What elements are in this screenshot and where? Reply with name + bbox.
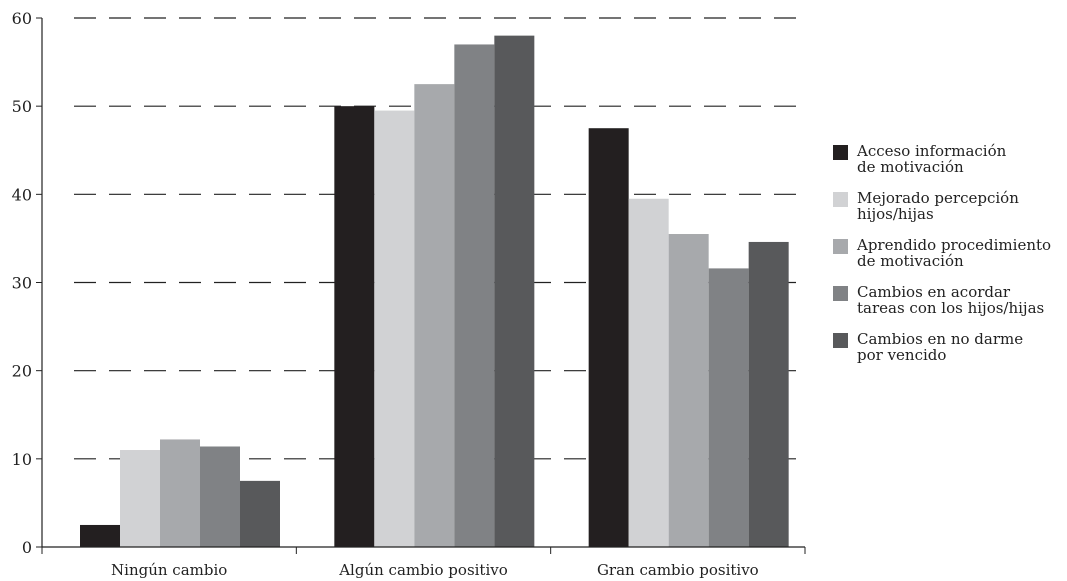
legend-label-line: de motivación — [857, 158, 964, 176]
x-category-label: Algún cambio positivo — [338, 561, 508, 579]
y-tick-label: 10 — [12, 450, 32, 469]
legend-label-line: Aprendido procedimiento — [857, 236, 1052, 254]
y-tick-label: 30 — [12, 274, 32, 293]
legend-label-line: Acceso información — [857, 142, 1007, 160]
legend-swatch — [833, 145, 848, 160]
legend-label-line: de motivación — [857, 252, 964, 270]
bar — [240, 480, 280, 547]
bar — [160, 439, 200, 547]
x-category-label: Ningún cambio — [111, 561, 227, 579]
x-category-label: Gran cambio positivo — [597, 561, 759, 579]
legend-item: Cambios en acordar tareas con los hijos/h… — [833, 284, 1065, 316]
legend-label-line: Cambios en no darme — [857, 330, 1024, 348]
legend: Acceso información de motivación Mejorado … — [833, 143, 1065, 378]
bar — [668, 234, 709, 547]
bar — [748, 241, 789, 547]
legend-label-line: Mejorado percepción — [857, 189, 1019, 207]
bar — [628, 198, 669, 547]
bar — [334, 106, 375, 548]
y-tick-label: 60 — [12, 9, 32, 28]
bar — [588, 128, 629, 548]
legend-label-line: hijos/hijas — [857, 205, 934, 223]
legend-label: Cambios en acordar tareas con los hijos/h… — [857, 284, 1044, 316]
y-axis-ticks: 0 10 20 30 40 50 60 — [12, 9, 42, 557]
legend-swatch — [833, 239, 848, 254]
y-tick-label: 20 — [12, 362, 32, 381]
y-tick-label: 0 — [22, 538, 32, 557]
bar — [494, 35, 535, 548]
y-tick-label: 50 — [12, 97, 32, 116]
y-tick-label: 40 — [12, 185, 32, 204]
legend-label-line: tareas con los hijos/hijas — [857, 299, 1045, 317]
legend-swatch — [833, 286, 848, 301]
legend-swatch — [833, 192, 848, 207]
bar — [708, 268, 749, 547]
legend-label-line: por vencido — [857, 346, 947, 364]
legend-label: Aprendido procedimiento de motivación — [857, 237, 1051, 269]
bar — [120, 450, 160, 547]
bar — [200, 446, 240, 547]
x-axis-categories: Ningún cambio Algún cambio positivo Gran c… — [41, 547, 806, 579]
bar — [414, 84, 455, 547]
legend-item: Aprendido procedimiento de motivación — [833, 237, 1065, 269]
legend-item: Mejorado percepción hijos/hijas — [833, 190, 1065, 222]
legend-item: Acceso información de motivación — [833, 143, 1065, 175]
bar — [374, 110, 415, 547]
legend-label-line: Cambios en acordar — [857, 283, 1011, 301]
legend-item: Cambios en no darme por vencido — [833, 331, 1065, 363]
bar — [454, 44, 495, 547]
legend-label: Mejorado percepción hijos/hijas — [857, 190, 1019, 222]
legend-label: Cambios en no darme por vencido — [857, 331, 1023, 363]
legend-label: Acceso información de motivación — [857, 143, 1006, 175]
legend-swatch — [833, 333, 848, 348]
bar — [80, 524, 120, 547]
bars — [80, 35, 789, 548]
